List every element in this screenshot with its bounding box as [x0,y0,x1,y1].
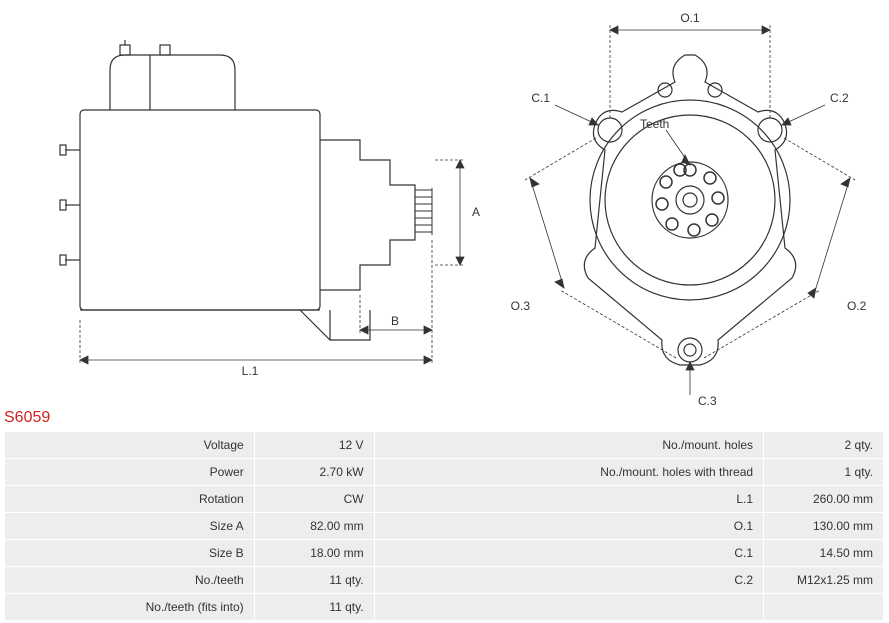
spec-value: 11 qty. [254,567,374,594]
spec-label: Rotation [5,486,255,513]
spec-label: No./teeth (fits into) [5,594,255,621]
spec-label: Size B [5,540,255,567]
table-row: Size A 82.00 mm O.1 130.00 mm [5,513,884,540]
table-row: Power 2.70 kW No./mount. holes with thre… [5,459,884,486]
dim-O3: O.3 [511,299,531,313]
spec-label: No./mount. holes with thread [374,459,763,486]
front-view-drawing: O.1 O.2 O.3 C.1 C.2 C.3 Teeth [500,10,880,410]
spec-value: 260.00 mm [764,486,884,513]
table-row: No./teeth 11 qty. C.2 M12x1.25 mm [5,567,884,594]
spec-label: C.1 [374,540,763,567]
spec-label: No./teeth [5,567,255,594]
specs-table: Voltage 12 V No./mount. holes 2 qty. Pow… [4,431,884,621]
spec-empty [374,594,763,621]
spec-value: 130.00 mm [764,513,884,540]
table-row: Voltage 12 V No./mount. holes 2 qty. [5,432,884,459]
spec-value: 18.00 mm [254,540,374,567]
spec-label: O.1 [374,513,763,540]
dim-O1: O.1 [680,11,700,25]
dim-teeth: Teeth [640,117,669,131]
table-row: No./teeth (fits into) 11 qty. [5,594,884,621]
dim-O2: O.2 [847,299,867,313]
spec-label: Size A [5,513,255,540]
spec-value: 82.00 mm [254,513,374,540]
table-row: Size B 18.00 mm C.1 14.50 mm [5,540,884,567]
spec-value: 12 V [254,432,374,459]
dim-A: A [472,205,480,219]
dim-L1: L.1 [242,364,259,378]
spec-value: M12x1.25 mm [764,567,884,594]
spec-label: C.2 [374,567,763,594]
spec-label: L.1 [374,486,763,513]
spec-value: CW [254,486,374,513]
table-row: Rotation CW L.1 260.00 mm [5,486,884,513]
dim-C1: C.1 [531,91,550,105]
spec-value: 11 qty. [254,594,374,621]
spec-value: 2.70 kW [254,459,374,486]
spec-label: Voltage [5,432,255,459]
spec-label: No./mount. holes [374,432,763,459]
spec-label: Power [5,459,255,486]
dim-C3: C.3 [698,394,717,408]
spec-value: 1 qty. [764,459,884,486]
side-view-drawing: L.1 B A [20,40,500,410]
dim-B: B [391,314,399,328]
dim-C2: C.2 [830,91,849,105]
spec-value: 2 qty. [764,432,884,459]
diagram-area: L.1 B A [0,0,889,405]
spec-value: 14.50 mm [764,540,884,567]
spec-empty [764,594,884,621]
